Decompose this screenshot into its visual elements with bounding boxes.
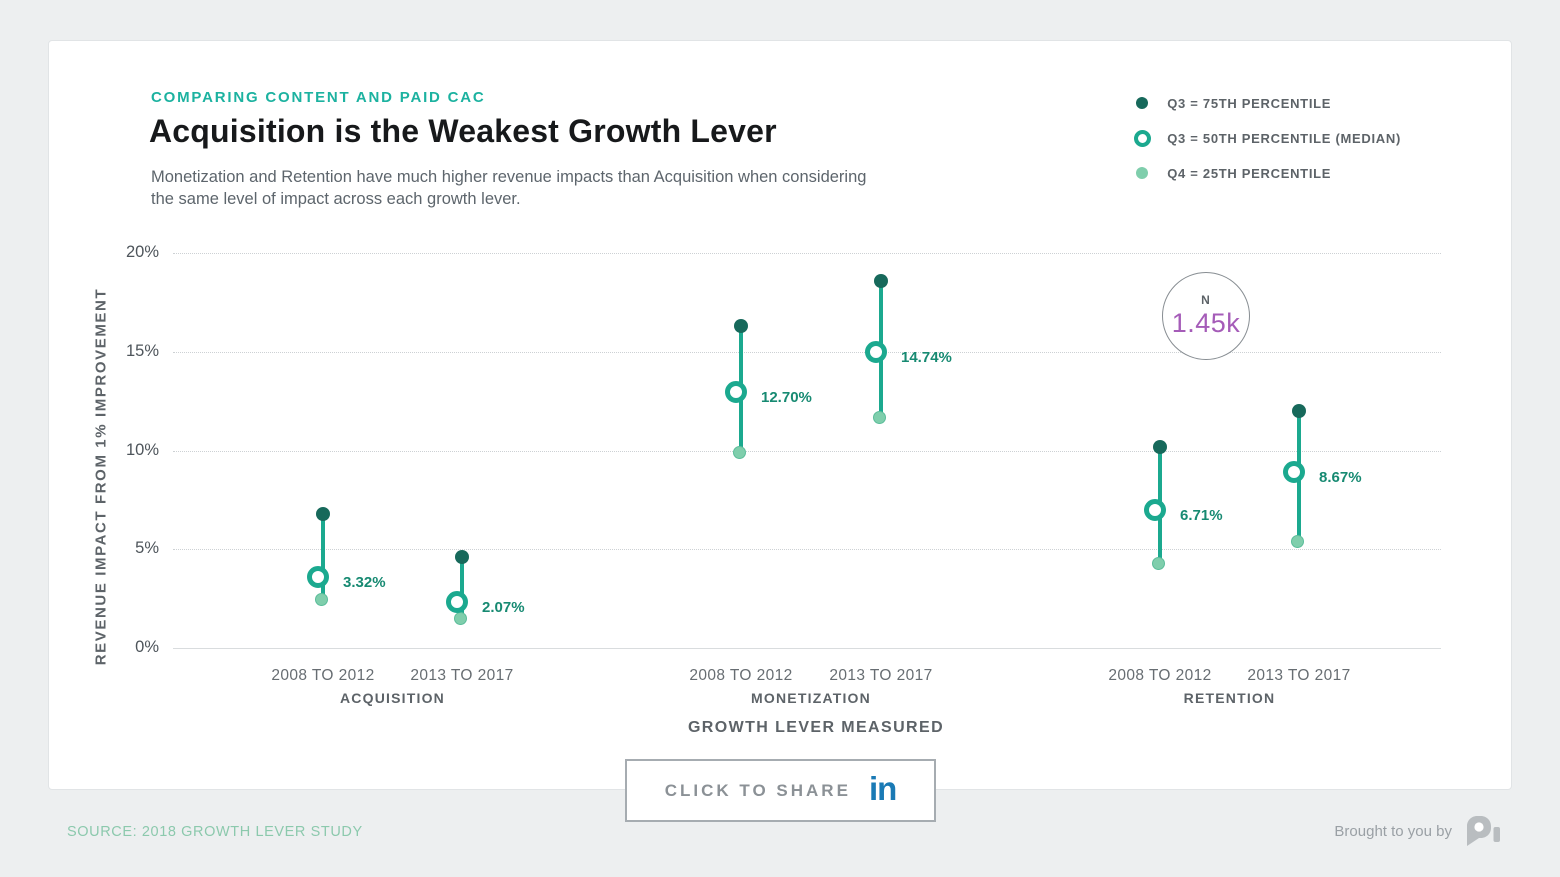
q25-dot [1152,557,1165,571]
y-tick-label: 20% [125,243,159,261]
range-line [459,557,465,621]
median-value-label: 12.70% [761,389,812,407]
median-dot [725,381,747,404]
subtitle: Monetization and Retention have much hig… [151,167,866,210]
x-tick-period-label: 2013 TO 2017 [410,667,514,684]
legend-item-median: Q3 = 50TH PERCENTILE (MEDIAN) [1129,126,1401,150]
y-axis-label: REVENUE IMPACT FROM 1% IMPROVEMENT [92,287,110,666]
profitwell-logo [1467,816,1500,846]
legend-label: Q3 = 75TH PERCENTILE [1167,95,1332,111]
y-tick-label: 5% [135,539,159,558]
subtitle-line-2: the same level of impact across each gro… [151,189,521,208]
median-dot [307,566,329,589]
filled-light-dot-icon [1129,167,1155,179]
chart-card: COMPARING CONTENT AND PAID CAC Acquisiti… [48,40,1512,790]
median-value-label: 6.71% [1180,507,1223,525]
y-tick-label: 10% [125,440,159,459]
x-group-label: ACQUISITION [340,690,445,706]
q25-dot [454,612,467,626]
median-value-label: 2.07% [482,599,525,617]
median-dot [446,591,468,614]
median-value-label: 3.32% [343,574,386,592]
legend-item-75th: Q3 = 75TH PERCENTILE [1129,91,1401,115]
median-dot [1144,499,1166,522]
q75-dot [316,506,330,521]
q75-dot [874,273,888,288]
x-axis-label: GROWTH LEVER MEASURED [687,719,945,736]
q25-dot [315,592,328,606]
legend: Q3 = 75TH PERCENTILE Q3 = 50TH PERCENTIL… [1129,91,1401,196]
legend-label: Q4 = 25TH PERCENTILE [1167,165,1332,181]
median-value-label: 8.67% [1319,468,1362,486]
gridline-5% [173,549,1441,551]
legend-item-25th: Q4 = 25TH PERCENTILE [1129,161,1401,185]
share-button[interactable]: CLICK TO SHARE in [625,759,936,822]
source-text: SOURCE: 2018 GROWTH LEVER STUDY [67,824,363,840]
x-tick-period-label: 2008 TO 2012 [271,667,375,684]
median-value-label: 14.74% [901,348,952,366]
kicker: COMPARING CONTENT AND PAID CAC [151,89,486,106]
gridline-0% [173,648,1441,649]
y-tick-label: 15% [125,341,159,360]
page-title: Acquisition is the Weakest Growth Lever [149,113,777,149]
range-line [320,513,326,601]
median-dot [865,340,887,363]
sample-size-value: 1.45k [1171,308,1241,338]
gridline-20% [173,253,1441,254]
filled-dark-dot-icon [1129,97,1155,109]
x-tick-period-label: 2008 TO 2012 [689,667,793,684]
plot-area: REVENUE IMPACT FROM 1% IMPROVEMENT GROWT… [49,41,1513,791]
q25-dot [873,410,886,424]
median-dot [1283,460,1305,483]
legend-label: Q3 = 50TH PERCENTILE (MEDIAN) [1167,130,1401,146]
x-group-label: RETENTION [1183,690,1276,706]
subtitle-line-1: Monetization and Retention have much hig… [151,168,867,186]
q25-dot [1291,535,1304,549]
sample-size-badge: N 1.45k [1162,272,1250,360]
q25-dot [733,446,746,460]
x-group-label: MONETIZATION [751,690,871,706]
q75-dot [455,550,469,565]
x-tick-period-label: 2013 TO 2017 [829,667,933,684]
linkedin-icon: in [868,770,897,807]
gridline-10% [173,450,1441,452]
share-button-label: CLICK TO SHARE [664,780,851,800]
attribution-text: Brought to you by [1334,822,1452,840]
x-tick-period-label: 2013 TO 2017 [1247,667,1351,684]
q75-dot [734,319,748,334]
gridline-15% [173,351,1441,353]
y-tick-label: 0% [135,638,159,656]
q75-dot [1292,404,1306,418]
q75-dot [1153,439,1167,454]
ring-dot-icon [1129,129,1155,147]
sample-size-label: N [1201,293,1211,307]
attribution: Brought to you by [1334,814,1502,848]
x-tick-period-label: 2008 TO 2012 [1108,667,1212,684]
